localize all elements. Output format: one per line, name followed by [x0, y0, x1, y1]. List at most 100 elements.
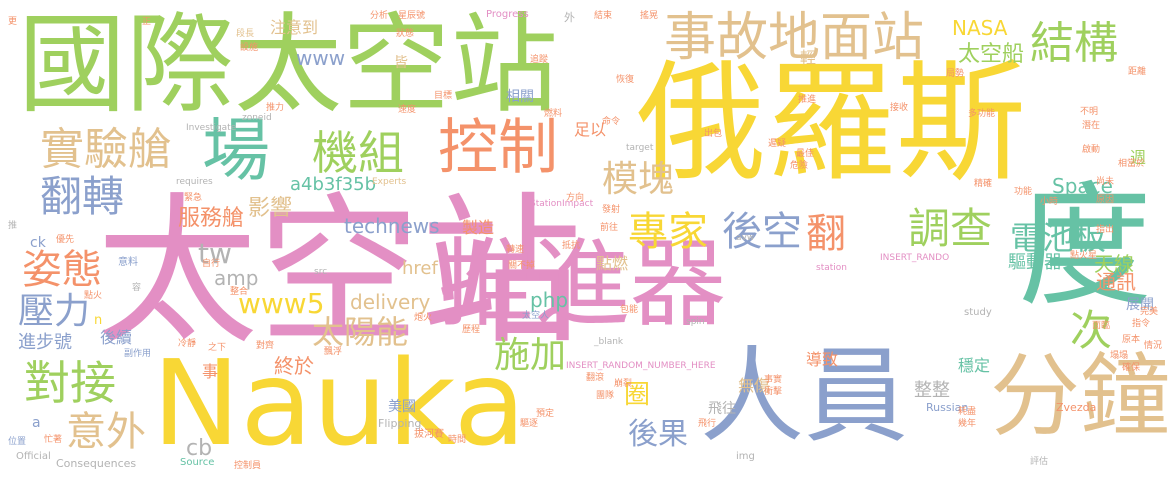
cloud-word: 不明 [1080, 107, 1099, 117]
cloud-word: 尚未 [1096, 177, 1115, 187]
cloud-word: 控制員 [234, 461, 262, 471]
cloud-word: 原因 [1096, 195, 1115, 205]
cloud-word: img [736, 451, 755, 462]
cloud-word: 週 [1130, 148, 1147, 167]
cloud-word: src [314, 267, 328, 277]
cloud-word: 面臨 [1092, 321, 1111, 331]
cloud-word: 緊急 [184, 193, 203, 203]
cloud-word: tw [198, 237, 232, 270]
cloud-word: 拔河賽 [414, 429, 444, 440]
cloud-word: 飄浮 [324, 347, 343, 357]
cloud-word: Flipping [378, 417, 422, 430]
cloud-word: 導致 [806, 350, 839, 369]
cloud-word: 整合 [230, 287, 249, 297]
cloud-word: target [626, 143, 654, 153]
cloud-word: 太空船 [958, 42, 1025, 67]
cloud-word: 星辰號 [398, 11, 426, 21]
cloud-word: zoneid [242, 113, 272, 123]
cloud-word: 出包 [704, 129, 723, 139]
cloud-word: 狀態 [396, 29, 415, 39]
cloud-word: 功能 [1014, 187, 1033, 197]
cloud-word: 足以 [574, 120, 607, 139]
cloud-word: 進步號 [18, 332, 72, 353]
cloud-word: 團隊 [596, 391, 615, 401]
cloud-word: 容 [132, 283, 142, 293]
cloud-word: 對齊 [256, 341, 275, 351]
cloud-word: 情況 [1144, 341, 1163, 351]
cloud-word: 最佳 [796, 149, 815, 159]
cloud-word: 崩裂 [614, 379, 633, 389]
cloud-word: INSERT_RANDO [880, 253, 950, 263]
cloud-word: 天線 [1094, 252, 1134, 276]
cloud-word: 預定 [536, 409, 555, 419]
cloud-word: ck [30, 235, 46, 251]
cloud-word: 局勢 [946, 69, 965, 79]
cloud-word: requires [176, 177, 213, 187]
cloud-word: station [816, 263, 847, 273]
cloud-word: 點火星 [1070, 251, 1098, 261]
cloud-word: technews [344, 214, 440, 238]
cloud-word: 優先 [56, 235, 75, 245]
cloud-word: 忙著 [44, 435, 63, 445]
cloud-word: 意外 [66, 409, 146, 455]
cloud-word: 關不掉 [508, 261, 536, 271]
cloud-word: 更 [8, 17, 18, 27]
cloud-word: 推力 [266, 103, 285, 113]
cloud-word: 推 [8, 221, 18, 231]
cloud-word: 接收 [890, 103, 909, 113]
cloud-word: cb [186, 436, 213, 461]
cloud-word: 影響 [248, 196, 293, 221]
cloud-word: 之下 [208, 343, 227, 353]
cloud-word: 太空站 [96, 179, 582, 367]
cloud-word: 圈 [624, 380, 651, 410]
cloud-word: 國際太空站 [18, 3, 559, 128]
cloud-word: StationImpact [530, 199, 594, 209]
cloud-word: 製造 [462, 218, 495, 237]
cloud-word: 搖晃 [640, 11, 659, 21]
cloud-word: 實驗艙 [40, 124, 172, 175]
cloud-word: NASA [952, 16, 1008, 40]
cloud-word: 穩定 [958, 356, 991, 375]
cloud-word: 點火 [84, 291, 103, 301]
cloud-word: 炮火 [414, 313, 433, 323]
cloud-word: 人員 [700, 335, 909, 457]
cloud-word: 小時 [1040, 197, 1059, 207]
cloud-word: 飛往 [708, 401, 736, 417]
cloud-word: Experts [372, 177, 407, 187]
cloud-word: 驅逐 [520, 419, 539, 429]
cloud-word: 速度 [398, 105, 417, 115]
cloud-word: 推進 [798, 95, 817, 105]
cloud-word: 追蹤 [530, 55, 549, 65]
cloud-word: Progress [486, 9, 529, 20]
cloud-word: 後空 [722, 209, 802, 255]
cloud-word: 飛行 [698, 419, 717, 429]
cloud-word: 設施 [240, 43, 259, 53]
cloud-word: 目標 [434, 91, 453, 101]
cloud-word: 冷靜 [178, 339, 197, 349]
cloud-word: 事故地面站 [664, 8, 925, 68]
cloud-word: php [530, 288, 569, 312]
cloud-word: 衝擊 [764, 387, 783, 397]
cloud-word: 控制 [438, 113, 558, 183]
cloud-word: www [296, 46, 346, 70]
cloud-word: 燃料 [544, 109, 563, 119]
cloud-word: spin [686, 317, 705, 327]
cloud-word: 啟動 [1082, 145, 1101, 155]
cloud-word: INSERT_RANDOM_NUMBER_HERE [566, 361, 716, 371]
cloud-word: 指出 [1096, 225, 1115, 235]
cloud-word: 太空人 [522, 311, 550, 321]
cloud-word: Official [16, 451, 51, 462]
cloud-word: 歷程 [462, 325, 481, 335]
cloud-word: 推進器 [438, 228, 726, 340]
cloud-word: 結束 [594, 11, 613, 21]
cloud-word: delivery [350, 290, 431, 314]
cloud-word: 指令 [1132, 319, 1151, 329]
cloud-word: 精確 [974, 179, 993, 189]
cloud-word: 無傷 [738, 376, 771, 395]
cloud-word: 通訊 [1096, 270, 1136, 294]
cloud-word: 次 [1070, 306, 1113, 355]
cloud-word: 場 [202, 112, 271, 191]
cloud-word: 確保 [1122, 363, 1141, 373]
cloud-word: 抵抗 [562, 241, 581, 251]
